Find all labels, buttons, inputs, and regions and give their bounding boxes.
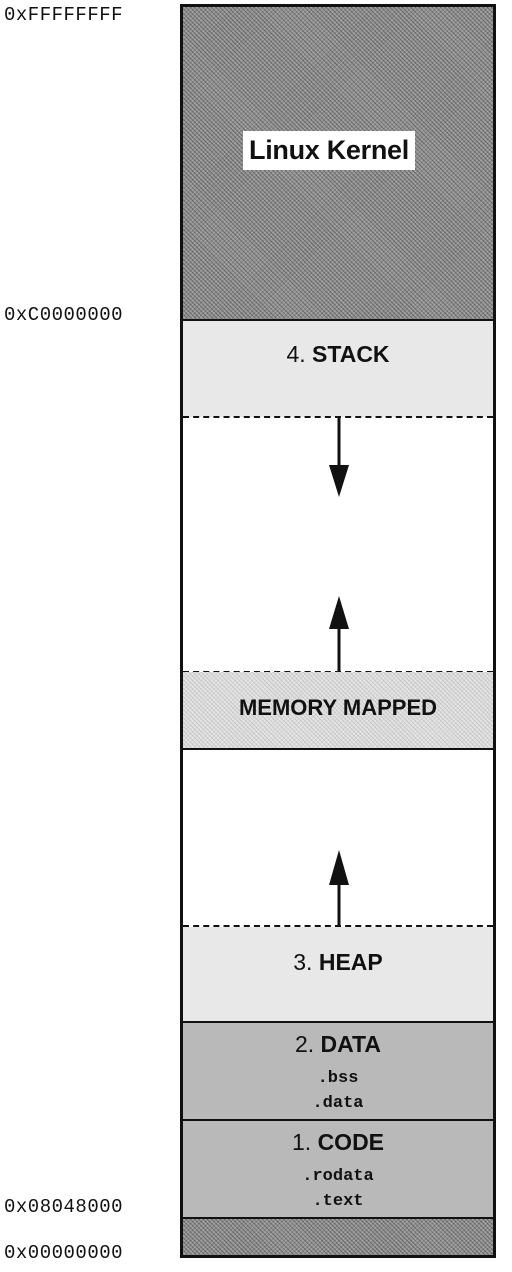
data-number: 2. [294,1031,315,1057]
data-section-data: .data [312,1094,364,1113]
data-segment: 2. DATA .bss .data [183,1023,493,1121]
address-label-kernel-base: 0xC0000000 [4,304,124,326]
code-number: 1. [291,1129,312,1155]
memory-layout-column: Linux Kernel 4. STACK MEMORY MAPPED 3. H… [180,4,496,1258]
heap-boundary-dashed-line [183,925,493,927]
stack-grows-down-arrow [329,418,349,497]
heap-number: 3. [293,949,313,975]
stack-name: STACK [312,341,390,367]
code-title: 1. CODE [183,1129,493,1156]
address-label-top: 0xFFFFFFFF [4,4,124,26]
data-name-label: DATA [320,1031,382,1057]
memory-mapped-label: MEMORY MAPPED [238,695,438,720]
stack-number: 4. [286,341,306,367]
stack-title: 4. STACK [183,341,493,368]
address-label-zero: 0x00000000 [4,1242,124,1264]
reserved-bottom-segment [183,1219,493,1255]
heap-name: HEAP [318,949,383,975]
kernel-segment: Linux Kernel [183,7,493,321]
heap-segment: 3. HEAP [183,927,493,1023]
memory-mapped-segment: MEMORY MAPPED [183,672,493,750]
address-label-code-start: 0x08048000 [4,1196,124,1218]
stack-segment: 4. STACK [183,321,493,417]
heap-title: 3. HEAP [183,949,493,976]
growth-arrows [329,418,349,925]
data-section-bss: .bss [317,1069,359,1088]
code-section-text: .text [312,1192,364,1211]
data-title: 2. DATA [183,1031,493,1058]
kernel-label: Linux Kernel [243,131,415,170]
heap-grows-up-arrow [329,850,349,925]
code-name-label: CODE [317,1129,385,1155]
code-section-rodata: .rodata [302,1167,374,1186]
stack-boundary-dashed-line [183,416,493,418]
mmap-grows-up-arrow [329,596,349,671]
code-segment: 1. CODE .rodata .text [183,1121,493,1219]
